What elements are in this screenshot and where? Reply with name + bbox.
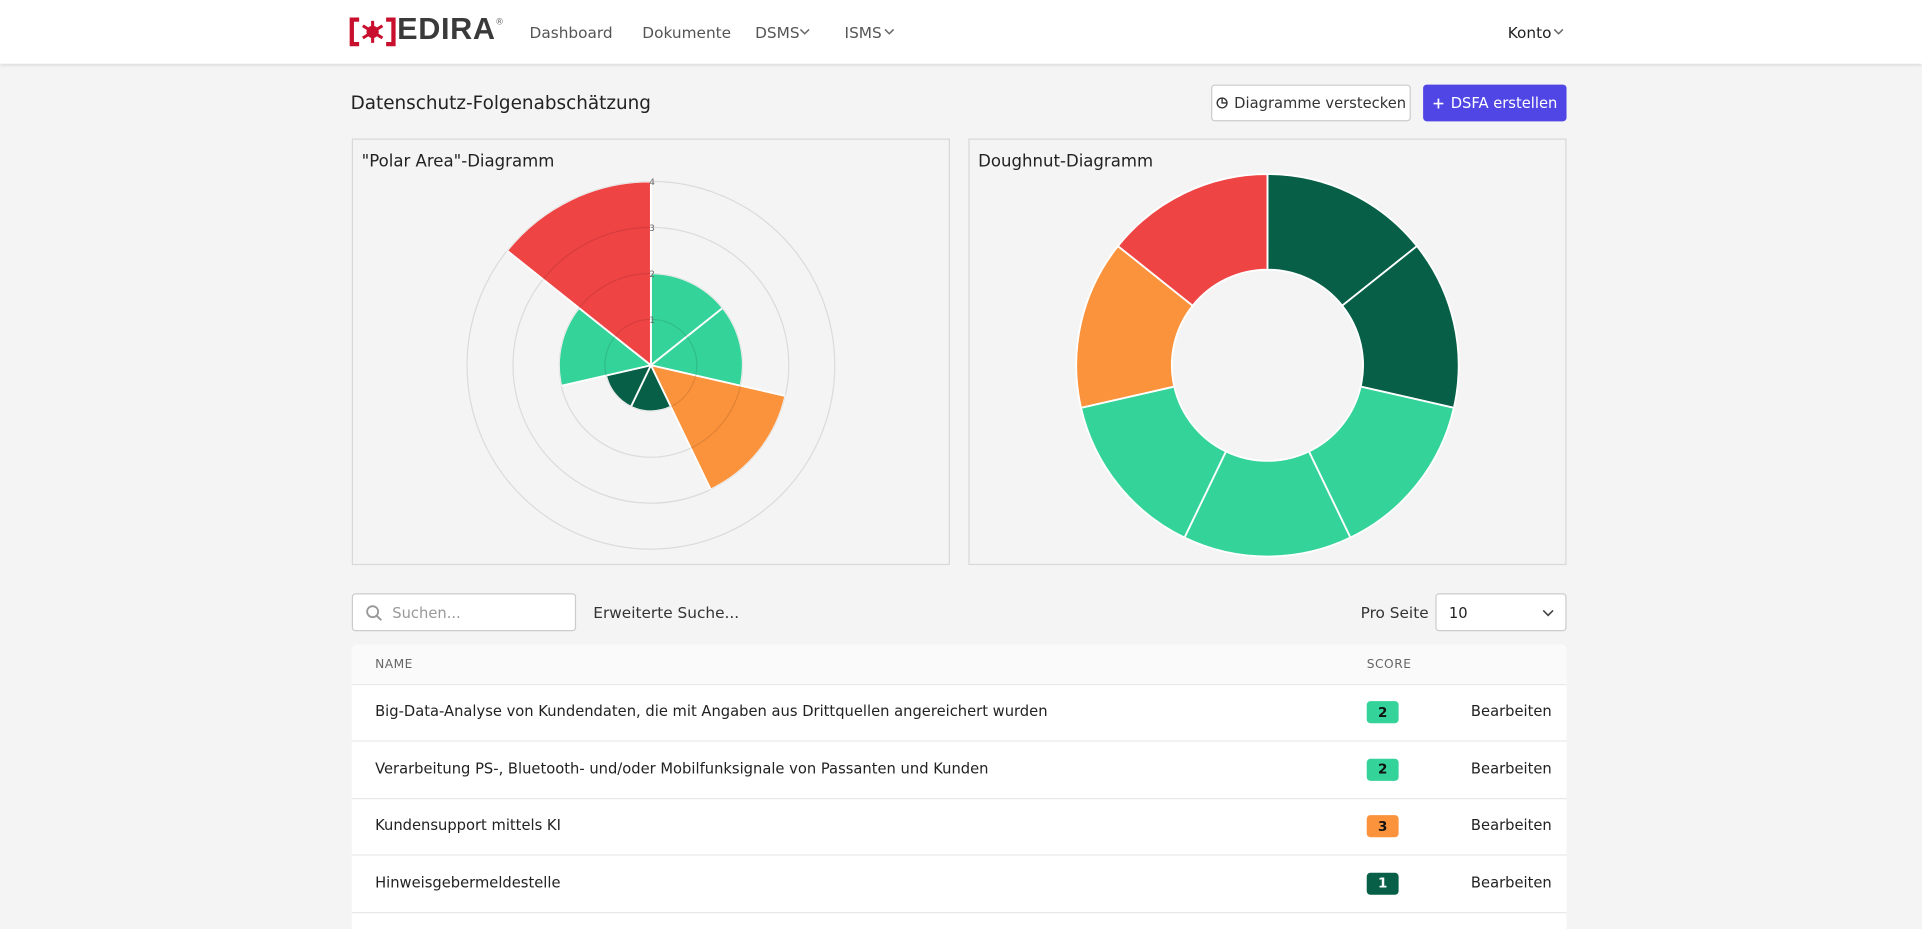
plus-icon (1432, 98, 1443, 108)
advanced-search[interactable]: Erweiterte Suche... (593, 603, 740, 622)
page-title: Datenschutz-Folgenabschätzung (350, 91, 651, 114)
grid-ring (466, 180, 836, 550)
chart-title: Doughnut-Diagramm (978, 151, 1154, 172)
per-page-select[interactable]: 10 (1435, 593, 1567, 632)
polar-segment (649, 272, 725, 368)
table-row: Hinweisgebermeldestelle 1 Bearbeiten (351, 855, 1567, 913)
doughnut-segment (1116, 173, 1269, 307)
search-icon (366, 605, 382, 621)
polar-segment (649, 363, 787, 491)
chart-title: "Polar Area"-Diagramm (361, 151, 555, 172)
logo-mark (349, 17, 396, 47)
per-page-value: 10 (1448, 604, 1468, 622)
nav-item[interactable]: Dashboard (529, 23, 613, 42)
edit-link[interactable]: Bearbeiten (1470, 702, 1552, 720)
column-header: NAME (375, 658, 413, 672)
row-name: Big-Data-Analyse von Kundendaten, die mi… (375, 702, 1048, 720)
chevron (1542, 609, 1554, 617)
table-row: Big-Data-Analyse von Kundendaten, die mi… (351, 684, 1567, 742)
column-header: SCORE (1366, 658, 1412, 672)
nav-item[interactable]: Dokumente (642, 23, 732, 42)
button-label: Diagramme verstecken (1234, 94, 1407, 112)
polar-panel: "Polar Area"-Diagramm 1 2 3 4 (351, 138, 950, 566)
table: NAME SCORE Big-Data-Analyse von Kundenda… (351, 644, 1567, 929)
edit-link[interactable]: Bearbeiten (1470, 759, 1552, 777)
r-tick-label: 3 (649, 224, 654, 234)
chart-icon (1216, 97, 1228, 109)
button-label: DSFA erstellen (1450, 94, 1558, 112)
account-menu[interactable]: Konto (1507, 23, 1552, 42)
score-badge: 1 (1366, 872, 1399, 895)
polar-segment (648, 306, 744, 387)
chevron (1553, 28, 1564, 35)
logo[interactable]: EDIRA (397, 12, 496, 47)
row-name: Verarbeitung PS-, Bluetooth- und/oder Mo… (375, 759, 989, 777)
hide-charts-button[interactable]: Diagramme verstecken (1211, 84, 1411, 122)
doughnut-panel: Doughnut-Diagramm (968, 138, 1567, 566)
search-placeholder: Suchen... (392, 604, 461, 622)
row-name: Hinweisgebermeldestelle (375, 873, 561, 891)
polar-segment (505, 180, 652, 368)
score-badge: 3 (1366, 815, 1399, 838)
polar-segment (558, 306, 653, 387)
table-header: NAME SCORE (351, 644, 1567, 686)
edit-link[interactable]: Bearbeiten (1470, 873, 1552, 891)
nav-item[interactable]: DSMS (755, 23, 800, 42)
r-tick-label: 2 (649, 270, 654, 280)
grid-ring (512, 226, 790, 504)
table-row: Kundensupport mittels KI 3 Bearbeiten (351, 798, 1567, 856)
grid-ring (604, 318, 698, 412)
chevron (884, 28, 895, 35)
r-tick-label: 1 (649, 316, 654, 326)
score-badge: 2 (1366, 758, 1399, 781)
grid-ring (558, 272, 744, 458)
table-row: Verarbeitung PS-, Bluetooth- und/oder Mo… (351, 741, 1567, 799)
chevron (799, 28, 810, 35)
per-page-label: Pro Seite (1360, 603, 1429, 622)
doughnut-chart (1075, 173, 1460, 558)
header: EDIRA ® Dashboard Dokumente DSMS ISMS Ko… (0, 0, 1922, 64)
score-badge: 2 (1366, 701, 1399, 724)
edit-link[interactable]: Bearbeiten (1470, 816, 1552, 834)
create-button[interactable]: DSFA erstellen (1423, 84, 1567, 122)
polar-chart: 1 2 3 4 (466, 178, 836, 550)
logo-registered: ® (495, 17, 504, 27)
row-name: Kundensupport mittels KI (375, 816, 561, 834)
r-tick-label: 4 (649, 178, 654, 188)
nav-item[interactable]: ISMS (844, 23, 882, 42)
search-input[interactable]: Suchen... (351, 593, 577, 632)
